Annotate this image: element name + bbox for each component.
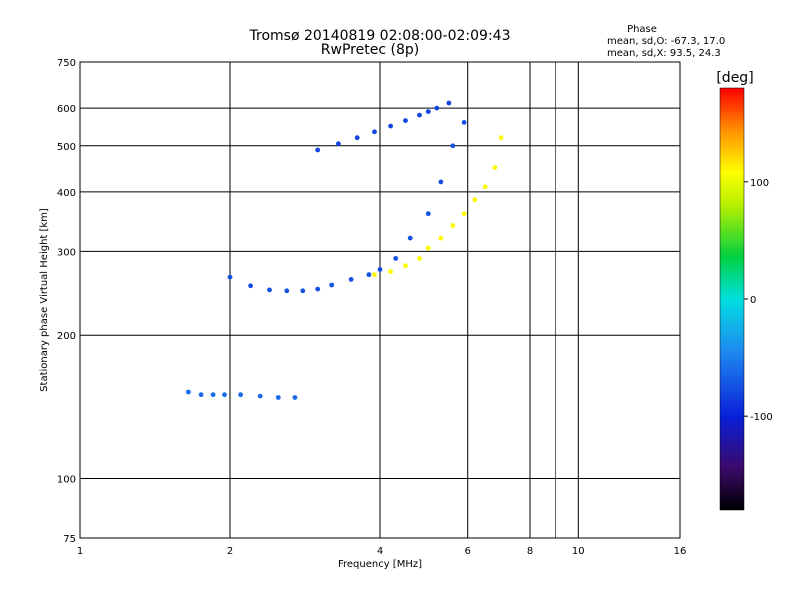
data-point [198,392,204,398]
data-point [222,392,227,398]
x-axis-label: Frequency [MHz] [338,559,422,570]
data-point [407,235,413,241]
y-tick-label: 200 [57,331,76,342]
data-point [417,256,422,261]
y-tick-label: 500 [57,142,76,153]
data-point [186,389,191,395]
data-point [450,223,456,228]
chart-title: Tromsø 20140819 02:08:00-02:09:43 [249,28,511,44]
data-point [336,141,341,147]
x-tick-label: 1 [77,546,83,557]
data-point [403,118,408,123]
data-point [450,143,456,149]
y-tick-label: 400 [57,188,76,199]
data-point [438,179,444,185]
data-point [461,120,467,125]
y-tick-label: 750 [57,58,76,69]
x-tick-label: 8 [527,546,533,557]
colorbar-ticks: 100 0 -100 [744,178,773,423]
data-point [238,392,244,398]
data-point [393,256,399,261]
grid-lines [80,62,680,538]
data-point [227,274,233,280]
colorbar-tick-label: 100 [750,178,769,189]
chart-subtitle: RwPretec (8p) [321,42,419,58]
data-point [248,283,254,289]
data-point [267,287,272,293]
data-point [315,147,321,153]
data-point [366,272,372,278]
y-tick-label: 300 [57,247,76,258]
tick-labels: 1 2 4 6 8 10 16 75 100 200 300 400 500 600 750 [57,58,686,557]
phase-stats-o: mean, sd,O: -67.3, 17.0 [607,36,725,47]
data-point [388,123,393,129]
data-point [284,288,290,294]
data-point [275,395,281,400]
y-tick-label: 100 [57,475,76,486]
data-point [354,135,360,141]
colorbar-tick-label: 0 [750,295,756,306]
data-point [372,272,377,278]
data-point [446,100,452,106]
x-tick-label: 10 [572,546,585,557]
data-point [434,105,440,111]
data-point [492,165,498,171]
data-point [210,392,216,398]
data-point [329,282,335,288]
data-point [417,112,422,118]
data-point [425,245,431,251]
data-point [348,277,354,282]
colorbar [719,87,745,511]
data-point [388,269,393,275]
data-point [438,235,444,241]
data-point [461,211,467,217]
data-point [377,267,383,272]
data-point [425,109,431,114]
data-point [257,393,263,399]
data-point [372,129,377,135]
plot-frame [79,61,681,539]
x-tick-label: 6 [465,546,471,557]
data-point [403,263,408,269]
data-point [315,286,321,292]
colorbar-label: [deg] [716,70,753,86]
x-tick-label: 16 [674,546,687,557]
data-point [498,135,504,141]
data-point [425,211,431,217]
colorbar-tick-label: -100 [750,412,773,423]
y-tick-label: 75 [63,534,76,545]
x-tick-label: 4 [377,546,383,557]
phase-stats-x: mean, sd,X: 93.5, 24.3 [607,48,721,59]
data-points [186,100,504,400]
phase-stats-heading: Phase [627,24,657,35]
y-axis-label: Stationary phase Virtual Height [km] [39,208,50,392]
y-tick-label: 600 [57,104,76,115]
data-point [292,395,298,400]
data-point [300,288,306,294]
data-point [482,184,488,190]
data-point [472,197,478,203]
x-tick-label: 2 [227,546,233,557]
